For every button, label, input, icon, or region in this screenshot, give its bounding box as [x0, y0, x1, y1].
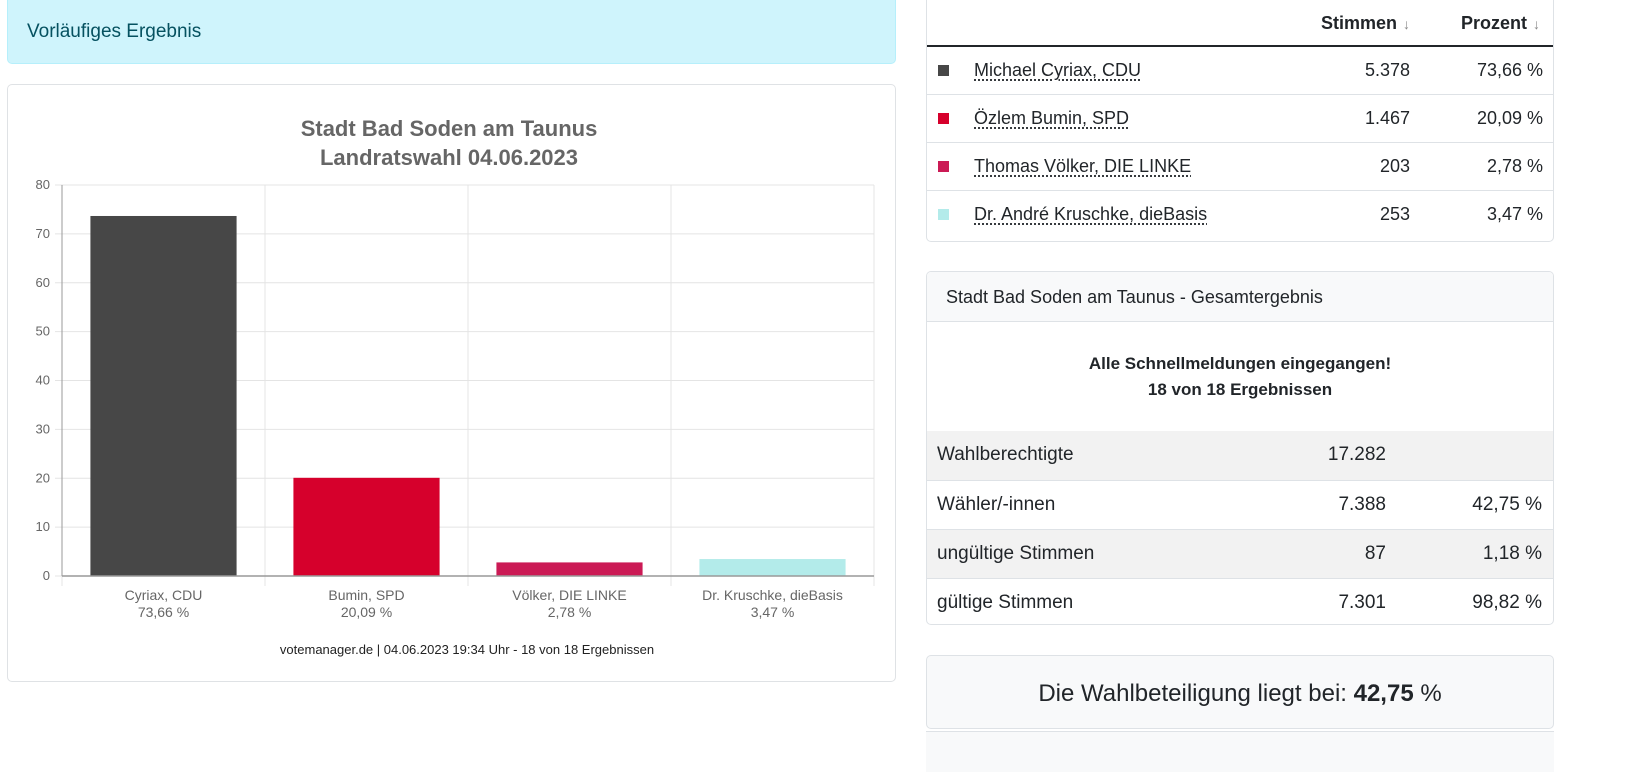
chart-title: Landratswahl 04.06.2023 — [320, 145, 578, 170]
votes-header-label: Stimmen — [1320, 13, 1397, 33]
candidate-cell: Dr. André Kruschke, dieBasis — [950, 190, 1273, 238]
reporting-status: Alle Schnellmeldungen eingegangen! 18 vo… — [927, 322, 1553, 431]
color-cell — [927, 142, 950, 191]
color-cell — [927, 46, 950, 95]
results-bar-chart: Stadt Bad Soden am Taunus Landratswahl 04… — [36, 116, 875, 657]
results-table-card: Stimmen ↓ Prozent ↓ Michael Cyriax, CDU 5.… — [926, 0, 1554, 242]
percent-cell: 3,47 % — [1486, 203, 1543, 224]
bar — [699, 559, 846, 576]
bar — [496, 562, 643, 576]
total-result-table: Wahlberechtigte 17.282 Wähler/-innen 7.3… — [927, 431, 1553, 624]
color-cell — [927, 94, 950, 143]
candidate-cell: Thomas Völker, DIE LINKE — [950, 142, 1273, 191]
table-row: gültige Stimmen 7.301 98,82 % — [927, 578, 1553, 624]
candidate-column-header — [950, 0, 1273, 47]
y-tick-label: 60 — [36, 275, 50, 290]
turnout-unit: % — [1420, 680, 1442, 707]
table-row: Dr. André Kruschke, dieBasis 253 3,47 % — [927, 190, 1553, 238]
party-color-square — [938, 64, 949, 76]
percent-header-label: Prozent — [1460, 13, 1527, 33]
color-cell — [927, 190, 950, 238]
table-row: Wähler/-innen 7.388 42,75 % — [927, 480, 1553, 530]
stat-value: 17.282 — [1267, 431, 1387, 481]
y-tick-label: 20 — [36, 470, 50, 485]
candidate-link[interactable]: Michael Cyriax, CDU — [974, 59, 1142, 80]
category-label: Dr. Kruschke, dieBasis — [702, 587, 843, 603]
turnout-card: Die Wahlbeteiligung liegt bei: 42,75 % — [926, 655, 1554, 729]
total-result-card: Stadt Bad Soden am Taunus - Gesamtergebn… — [926, 271, 1554, 625]
table-row: Wahlberechtigte 17.282 — [927, 431, 1553, 481]
stat-label: gültige Stimmen — [937, 591, 1074, 613]
next-card-edge — [926, 731, 1554, 772]
category-label: 73,66 % — [138, 604, 189, 620]
party-color-square — [938, 112, 949, 124]
preliminary-result-alert: Vorläufiges Ergebnis — [7, 0, 896, 64]
stat-percent: 98,82 % — [1472, 591, 1542, 613]
party-color-square — [938, 160, 949, 172]
candidate-cell: Özlem Bumin, SPD — [950, 94, 1273, 143]
votes-cell: 203 — [1273, 142, 1423, 191]
category-label: 2,78 % — [548, 604, 592, 620]
stat-percent — [1387, 431, 1553, 481]
chart-card: Stadt Bad Soden am Taunus Landratswahl 04… — [7, 84, 896, 682]
turnout-value: 42,75 — [1353, 680, 1414, 707]
y-tick-label: 40 — [36, 373, 50, 388]
chart-credit: votemanager.de | 04.06.2023 19:34 Uhr - … — [280, 642, 654, 657]
stat-value: 7.301 — [1338, 591, 1386, 613]
percent-cell: 73,66 % — [1423, 46, 1553, 95]
candidate-link[interactable]: Özlem Bumin, SPD — [974, 107, 1130, 128]
percent-cell: 2,78 % — [1423, 142, 1553, 191]
results-table: Stimmen ↓ Prozent ↓ Michael Cyriax, CDU 5.… — [927, 0, 1553, 238]
turnout-label: Die Wahlbeteiligung liegt bei: — [1038, 680, 1347, 707]
table-row: Michael Cyriax, CDU 5.378 73,66 % — [927, 46, 1553, 95]
y-tick-label: 70 — [36, 226, 50, 241]
sort-arrow-icon[interactable]: ↓ — [1403, 16, 1410, 32]
chart-title: Stadt Bad Soden am Taunus — [301, 116, 598, 141]
percent-cell: 20,09 % — [1423, 94, 1553, 143]
stat-percent: 1,18 % — [1387, 529, 1553, 579]
stat-value: 7.388 — [1267, 480, 1387, 530]
bar — [90, 215, 237, 576]
alert-text: Vorläufiges Ergebnis — [27, 21, 202, 42]
bar — [293, 477, 440, 576]
stat-value: 87 — [1267, 529, 1387, 579]
y-tick-label: 0 — [43, 568, 50, 583]
party-color-square — [938, 208, 949, 220]
votes-cell: 253 — [1379, 203, 1410, 224]
category-label: 3,47 % — [751, 604, 795, 620]
table-row: Thomas Völker, DIE LINKE 203 2,78 % — [927, 142, 1553, 191]
total-result-header: Stadt Bad Soden am Taunus - Gesamtergebn… — [927, 272, 1553, 322]
category-label: Cyriax, CDU — [125, 587, 203, 603]
candidate-link[interactable]: Thomas Völker, DIE LINKE — [974, 155, 1192, 176]
table-row: Özlem Bumin, SPD 1.467 20,09 % — [927, 94, 1553, 143]
y-tick-label: 10 — [36, 519, 50, 534]
table-row: ungültige Stimmen 87 1,18 % — [927, 529, 1553, 579]
candidate-cell: Michael Cyriax, CDU — [950, 46, 1273, 95]
y-tick-label: 50 — [36, 324, 50, 339]
stat-label: ungültige Stimmen — [927, 529, 1267, 579]
candidate-link[interactable]: Dr. André Kruschke, dieBasis — [974, 203, 1208, 224]
reporting-status-line: Alle Schnellmeldungen eingegangen! — [1088, 354, 1392, 373]
percent-column-header[interactable]: Prozent ↓ — [1423, 0, 1553, 47]
votes-column-header[interactable]: Stimmen ↓ — [1273, 0, 1423, 47]
sort-arrow-icon[interactable]: ↓ — [1533, 16, 1540, 32]
category-label: Bumin, SPD — [328, 587, 404, 603]
category-label: Völker, DIE LINKE — [512, 587, 626, 603]
reporting-count-line: 18 von 18 Ergebnissen — [1147, 380, 1333, 399]
y-tick-label: 30 — [36, 421, 50, 436]
votes-cell: 5.378 — [1273, 46, 1423, 95]
y-tick-label: 80 — [36, 177, 50, 192]
stat-percent: 42,75 % — [1387, 480, 1553, 530]
category-label: 20,09 % — [341, 604, 392, 620]
stat-label: Wahlberechtigte — [927, 431, 1267, 481]
votes-cell: 1.467 — [1273, 94, 1423, 143]
color-column-header — [927, 0, 950, 47]
stat-label: Wähler/-innen — [927, 480, 1267, 530]
